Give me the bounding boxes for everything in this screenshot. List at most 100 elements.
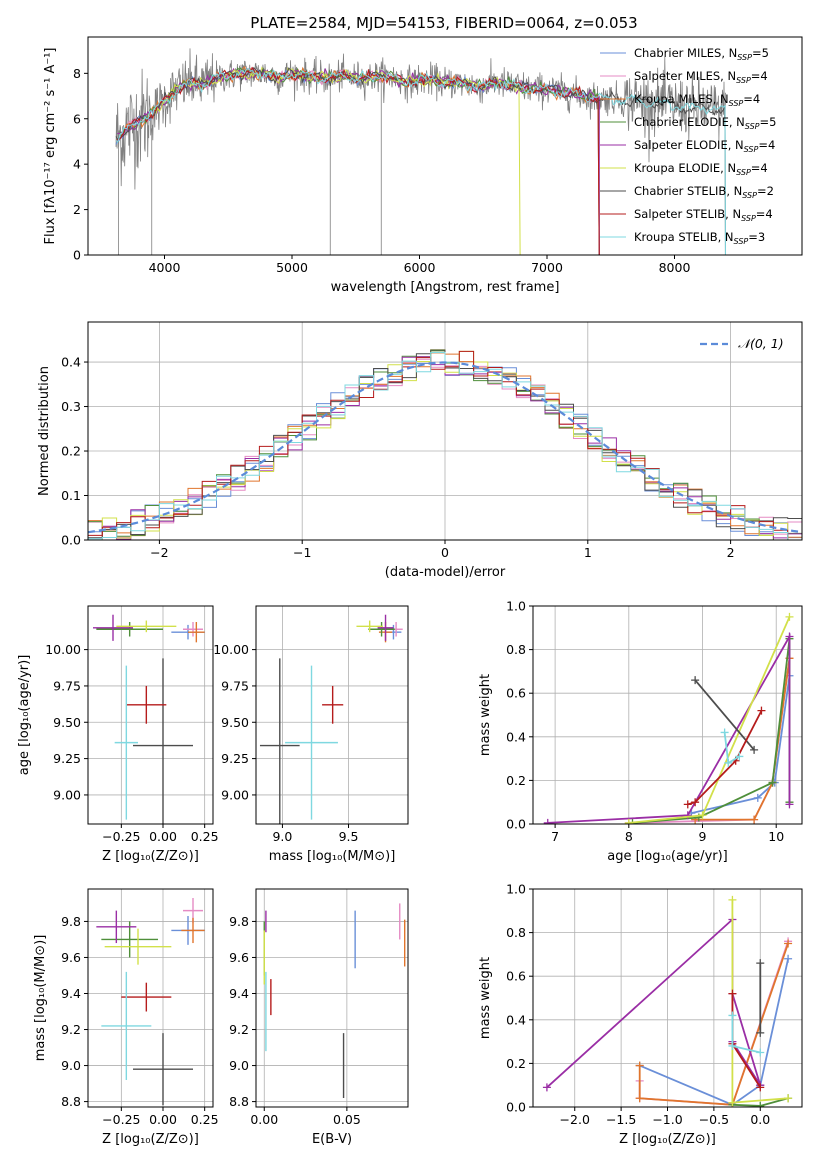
y-tick-label: 9.00 [221, 787, 249, 802]
plot-area [542, 895, 793, 1107]
x-tick-label: 6000 [404, 260, 436, 275]
mass-weight-marker [735, 752, 744, 761]
axes-frame [87, 605, 214, 825]
x-tick-label: 4000 [149, 260, 181, 275]
mass-weight-marker [728, 1098, 737, 1107]
y-tick-label: 6 [73, 111, 81, 126]
mass-weight-marker [756, 1048, 765, 1057]
y-tick-label: 9.50 [221, 715, 249, 730]
y-axis-label: mass [log₁₀(M/M⊙)] [33, 935, 48, 1062]
y-tick-label: 9.2 [229, 1022, 249, 1037]
y-tick-label: 9.0 [229, 1058, 249, 1073]
axes-frame [87, 36, 803, 256]
y-tick-label: 1.0 [506, 882, 526, 897]
mass-weight-line [691, 675, 791, 814]
x-axis-label: age [log₁₀(age/yr)] [607, 849, 728, 864]
mass-weight-line [546, 917, 762, 1089]
legend-entry-subscript: SSP [729, 99, 744, 108]
y-axis-label: age [log₁₀(age/yr)] [17, 655, 32, 776]
legend-entry-label: Salpeter ELODIE, N [634, 138, 744, 152]
legend-entry: Salpeter ELODIE, NSSP=4 [634, 138, 775, 154]
axes-frame [532, 605, 803, 825]
y-tick-label: 0.2 [506, 1056, 526, 1071]
mass-weight-marker [728, 1041, 737, 1050]
x-tick-label: 7000 [531, 260, 563, 275]
x-tick-label: 8 [625, 829, 633, 844]
y-tick-label: 9.0 [61, 1058, 81, 1073]
y-tick-label: 4 [73, 157, 81, 172]
histogram-legend-label: 𝒩(0, 1) [738, 336, 784, 351]
mass-weight-marker [785, 612, 794, 621]
x-tick-label: 10 [768, 829, 784, 844]
x-tick-label: −1.5 [606, 1112, 636, 1127]
plot-area [88, 349, 802, 540]
mass-weight-marker [683, 811, 692, 820]
y-tick-label: 9.75 [53, 678, 81, 693]
mass-vs-metallicity-panel: −0.25 0.00 0.25 8.8 9.0 9.2 9.4 9.6 9.8 Z [log₁₀(… [33, 888, 219, 1147]
plot-area [96, 898, 205, 1106]
mass-weight-marker [624, 818, 633, 824]
mass-weight-marker [542, 1083, 551, 1092]
y-tick-label: 2 [73, 202, 81, 217]
y-tick-label: 10.00 [213, 642, 249, 657]
legend-entry-count: =4 [758, 138, 775, 152]
mass-weight-line [694, 679, 755, 751]
y-tick-label: 9.50 [53, 715, 81, 730]
x-tick-label: 0.25 [191, 829, 219, 844]
x-axis-label: Z [log₁₀(Z/Z⊙)] [102, 849, 199, 864]
x-tick-label: 2 [727, 545, 735, 560]
x-tick-label: 0.25 [191, 1112, 219, 1127]
x-tick-label: 9.0 [272, 829, 292, 844]
y-tick-label: 0.1 [61, 488, 81, 503]
y-tick-label: 8.8 [61, 1094, 81, 1109]
age-vs-metallicity-panel: −0.25 0.00 0.25 9.00 9.25 9.50 9.75 10.00 Z [log… [17, 605, 219, 864]
y-tick-label: 0.0 [506, 817, 526, 832]
figure-title: PLATE=2584, MJD=54153, FIBERID=0064, z=0… [250, 14, 637, 32]
x-axis-label: Z [log₁₀(Z/Z⊙)] [102, 1132, 199, 1147]
y-tick-label: 9.8 [61, 914, 81, 929]
legend-entry-subscript: SSP [736, 76, 751, 85]
age-vs-mass-panel: 9.0 9.5 9.00 9.25 9.50 9.75 10.00 mass [log₁₀(M… [213, 605, 409, 864]
legend-entry-count: =4 [751, 161, 768, 175]
legend-entry-subscript: SSP [742, 191, 757, 200]
legend-entry-count: =5 [760, 115, 777, 129]
x-tick-label: −0.5 [699, 1112, 729, 1127]
y-tick-label: 0.6 [506, 969, 526, 984]
normal-reference-curve [88, 361, 800, 534]
y-tick-label: 0.2 [506, 773, 526, 788]
residual-histogram-step [88, 352, 802, 540]
legend-entry: Salpeter STELIB, NSSP=4 [634, 207, 773, 223]
mass-weight-line [695, 658, 791, 821]
model-spectrum-line [117, 67, 600, 255]
x-axis-label: mass [log₁₀(M/M⊙)] [269, 849, 396, 864]
y-tick-label: 9.2 [61, 1022, 81, 1037]
y-tick-label: 0.3 [61, 399, 81, 414]
y-tick-label: 9.4 [61, 986, 81, 1001]
y-tick-label: 9.6 [61, 950, 81, 965]
x-tick-label: 0.00 [149, 829, 177, 844]
y-tick-label: 0.6 [506, 686, 526, 701]
legend-entry: Chabrier MILES, NSSP=5 [634, 46, 769, 62]
y-tick-label: 0.4 [506, 729, 526, 744]
x-axis-label: E(B-V) [312, 1132, 352, 1147]
x-tick-label: 0.05 [333, 1112, 361, 1127]
y-tick-label: 9.4 [229, 986, 249, 1001]
mass-weight-marker [757, 706, 766, 715]
mass-weight-marker [785, 632, 794, 641]
mass-weight-marker [691, 676, 700, 685]
y-tick-label: 10.00 [45, 642, 81, 657]
mass-weight-marker [756, 1101, 765, 1107]
x-axis-label: wavelength [Angstrom, rest frame] [331, 280, 560, 295]
x-axis-label: Z [log₁₀(Z/Z⊙)] [619, 1132, 716, 1147]
mass-weight-marker [720, 728, 729, 737]
mass-weight-marker [784, 1094, 793, 1103]
y-tick-label: 0.8 [506, 925, 526, 940]
mass-weight-marker [750, 745, 759, 754]
y-tick-label: 9.25 [53, 751, 81, 766]
mass-weight-marker [753, 793, 762, 802]
y-tick-label: 0 [73, 248, 81, 263]
plot-area [543, 612, 794, 824]
legend-entry-count: =4 [751, 69, 768, 83]
legend-entry: Kroupa MILES, NSSP=4 [634, 92, 760, 108]
